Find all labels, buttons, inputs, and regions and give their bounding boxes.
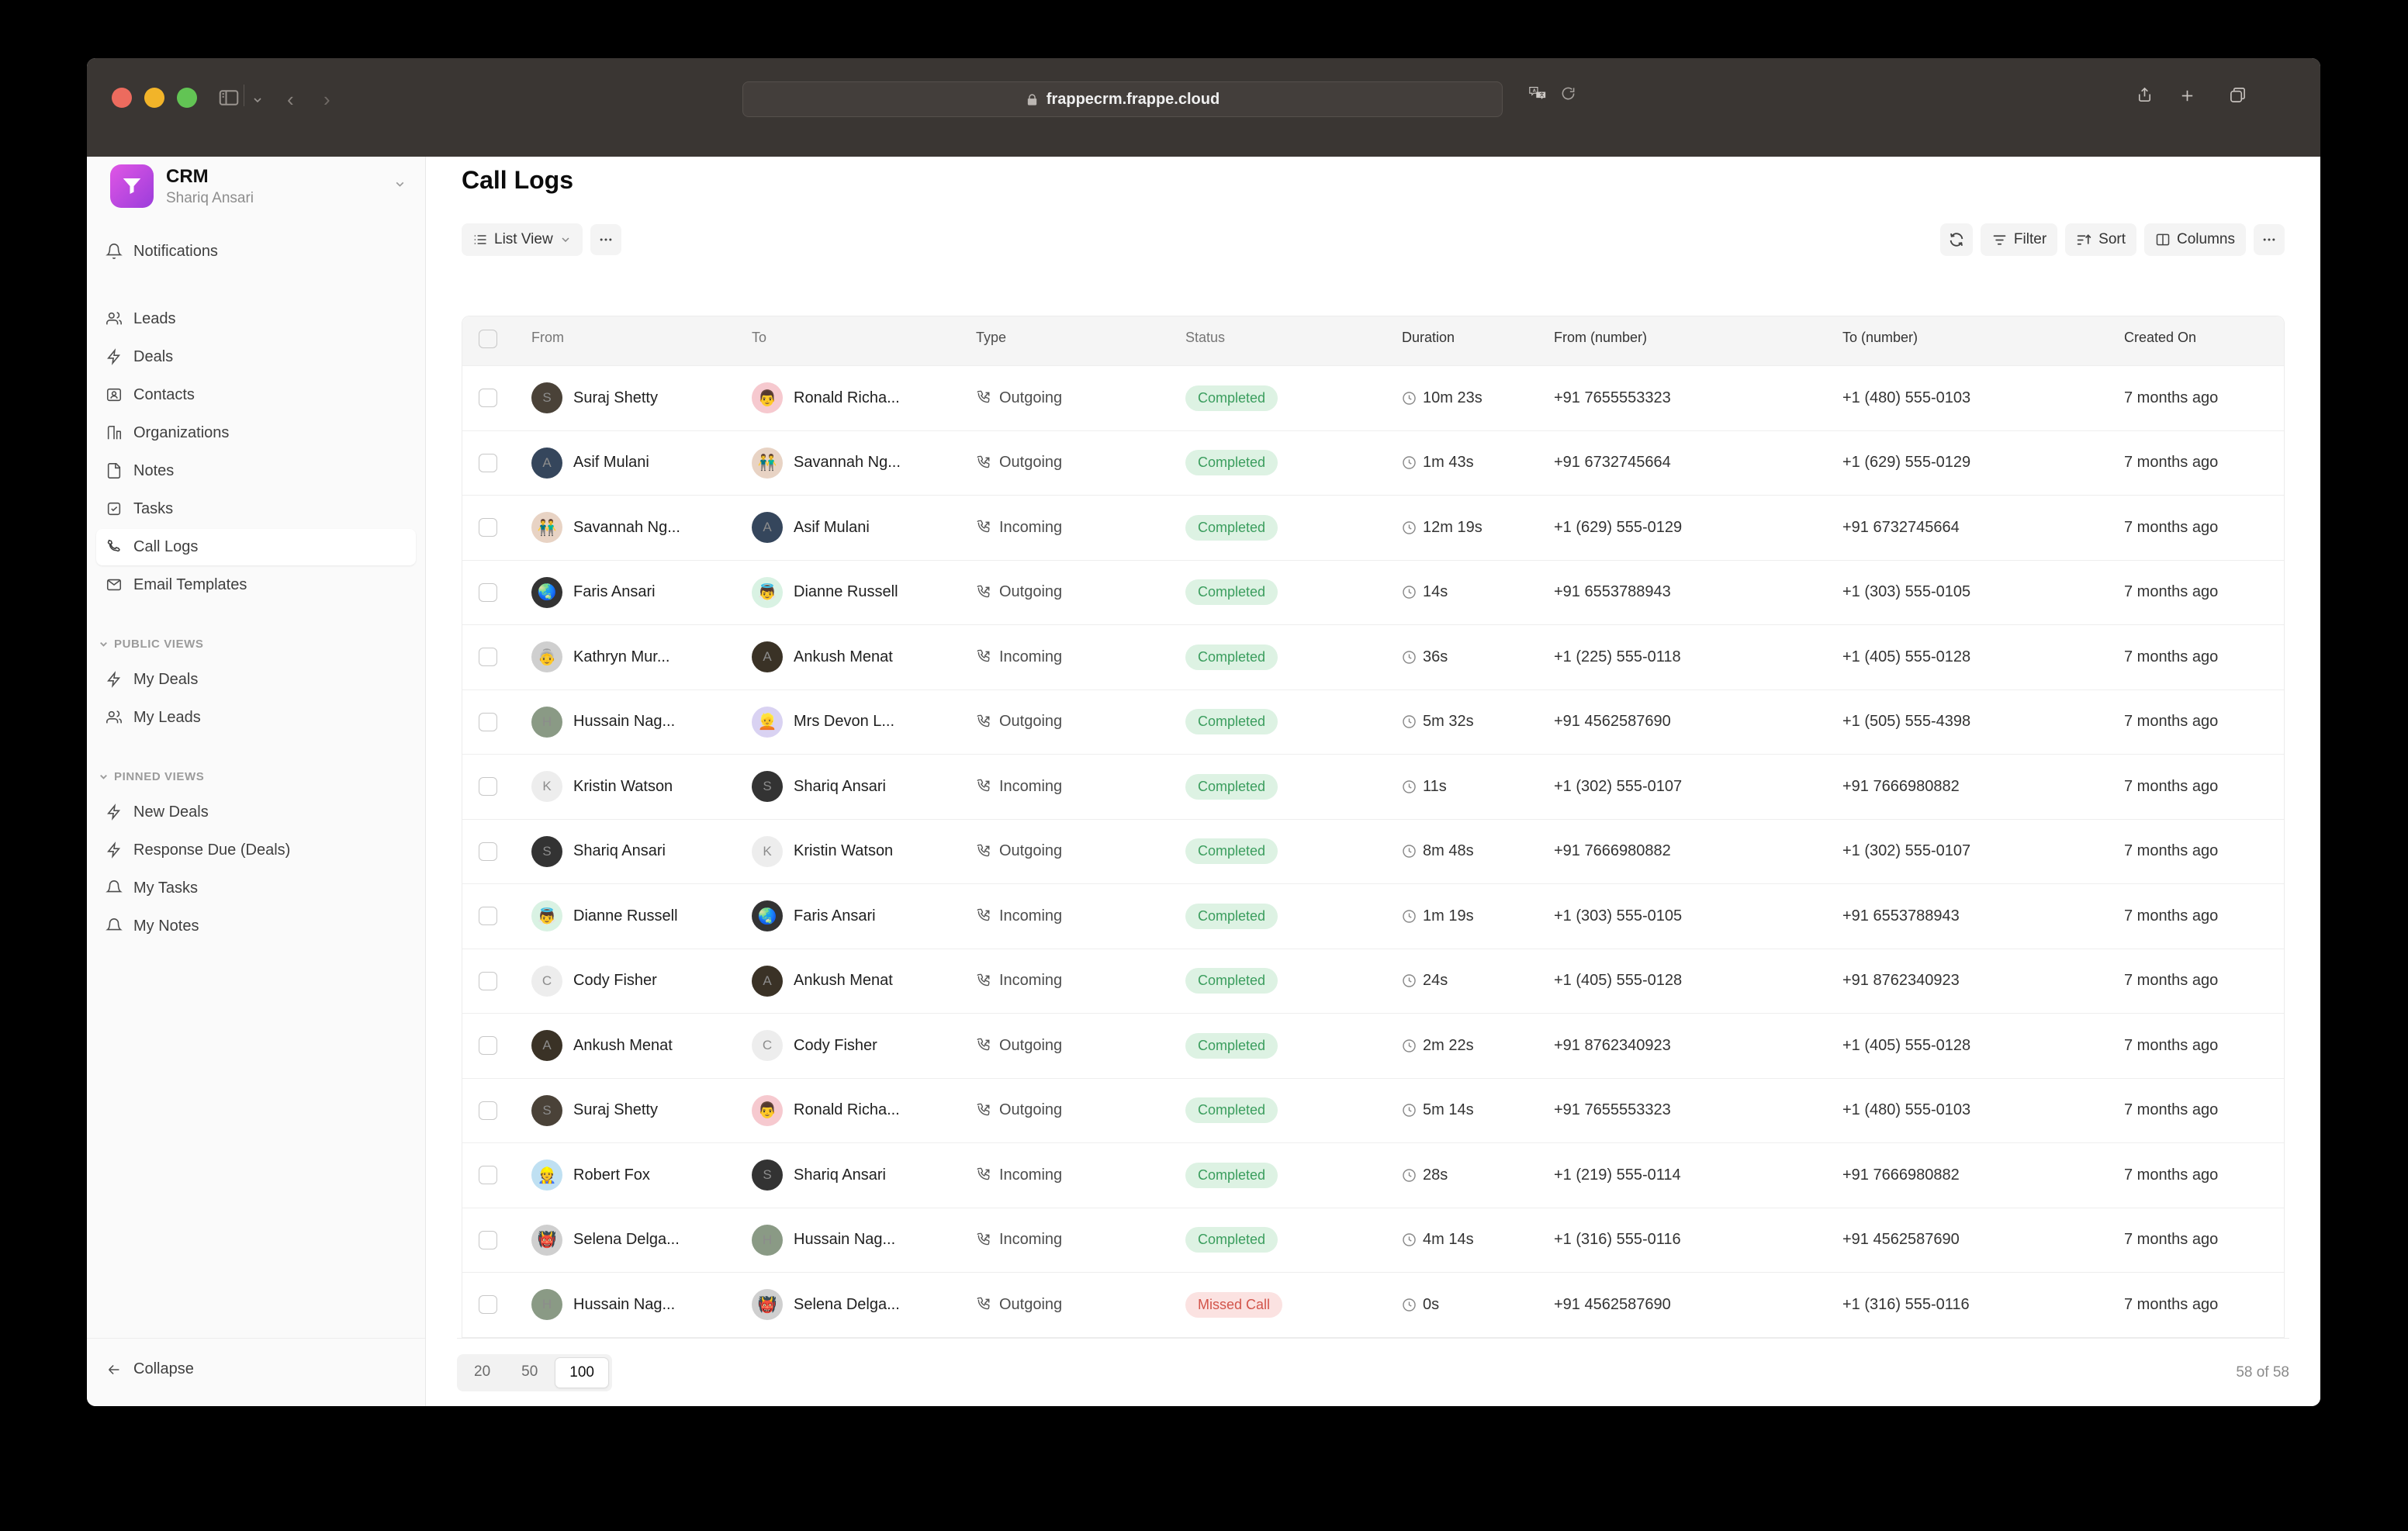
svg-text:A: A <box>1533 89 1537 94</box>
svg-text:文: 文 <box>1540 92 1545 98</box>
